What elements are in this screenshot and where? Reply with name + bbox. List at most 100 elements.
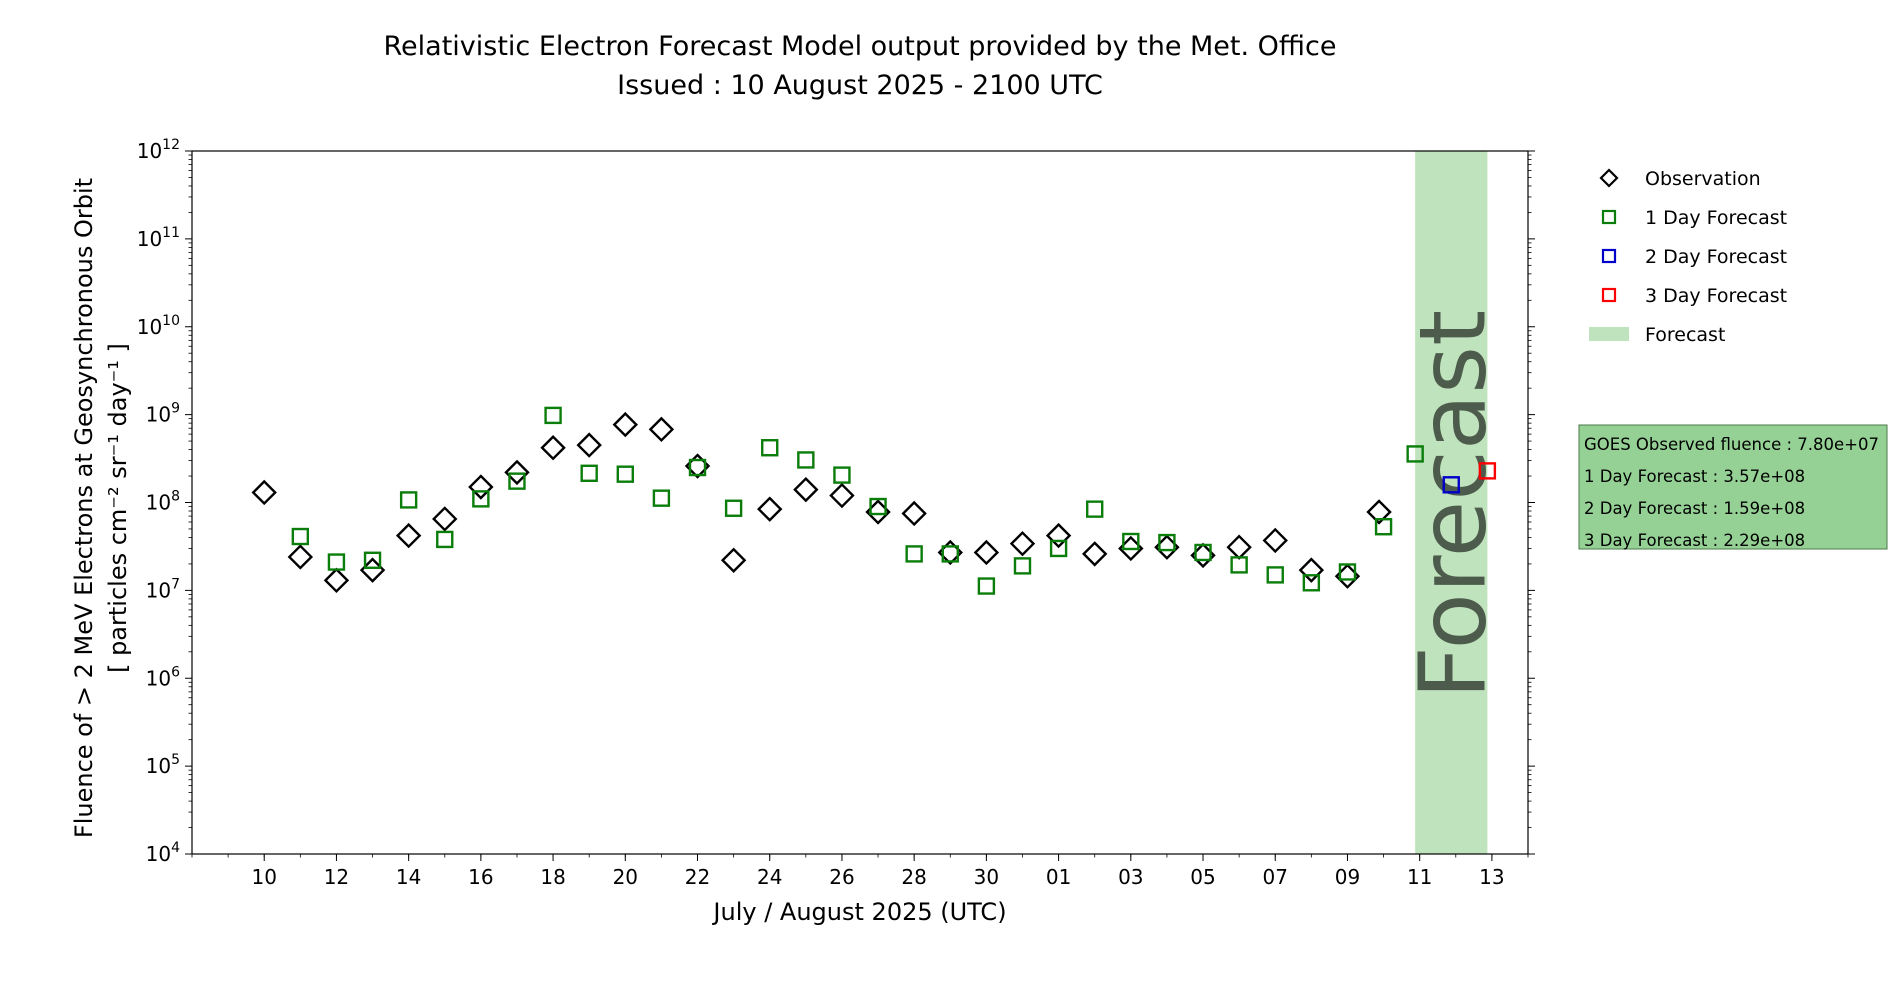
forecast-band-layer: Forecast [1399,151,1506,854]
x-tick-label: 03 [1118,865,1143,889]
data-point [1013,557,1032,575]
data-point [941,545,959,563]
chart-title: Relativistic Electron Forecast Model out… [384,31,1337,101]
data-point [1226,534,1252,560]
legend-label-4: Forecast [1645,324,1725,346]
x-axis-label: July / August 2025 (UTC) [711,898,1006,926]
legend-patch-4 [1589,327,1629,341]
legend-label-0: Observation [1645,168,1761,190]
data-point [905,545,923,563]
x-tick-label: 11 [1407,865,1432,889]
x-tick-label: 28 [901,865,926,889]
info-box-background [1578,424,1888,550]
data-point [540,435,566,461]
data-point [688,458,707,477]
data-point [1082,541,1108,567]
data-point [1374,518,1393,536]
data-point [580,464,598,482]
data-point [648,416,675,443]
data-point [291,527,310,546]
legend-marker-2 [1601,248,1617,264]
data-point [1194,543,1212,562]
data-point [1122,532,1140,551]
series-1-day-forecast [291,406,1424,595]
plot-frame [191,150,1529,855]
y-tick-label: 104 [146,840,180,866]
x-tick-label: 18 [540,865,565,889]
x-tick-label: 09 [1335,865,1360,889]
data-point [652,489,671,507]
legend-marker-0 [1599,168,1619,188]
x-tick-label: 24 [757,865,782,889]
legend-marker-3 [1601,287,1617,303]
data-point [436,530,454,549]
data-point [1302,574,1321,592]
x-tick-label: 07 [1263,865,1288,889]
data-point [504,459,530,486]
data-point [1298,557,1325,583]
data-point [576,432,602,458]
forecast-band-label: Forecast [1399,310,1506,699]
data-point [1478,462,1497,480]
data-point [1262,527,1288,554]
legend-marker-1 [1601,209,1617,225]
info-line-1: 1 Day Forecast : 3.57e+08 [1584,467,1805,486]
data-point [432,506,458,532]
y-axis-label-line-2: [ particles cm⁻² sr⁻¹ day⁻¹ ] [104,343,132,673]
info-line-0: GOES Observed fluence : 7.80e+07 [1584,435,1879,454]
legend-label-3: 3 Day Forecast [1645,285,1787,307]
y-axis-label: Fluence of > 2 MeV Electrons at Geosynch… [70,178,132,838]
series-observation [251,411,1392,594]
data-point [1049,539,1068,558]
data-point [468,474,494,500]
data-point [327,553,346,571]
data-point [1266,566,1284,584]
x-tick-label: 22 [685,865,710,889]
x-tick-label: 14 [396,865,421,889]
data-point [616,465,634,483]
x-tick-label: 30 [974,865,999,889]
legend-label-1: 1 Day Forecast [1645,207,1787,229]
data-point [797,451,815,469]
data-point [1442,476,1460,494]
data-point [973,539,1000,566]
x-tick-label: 01 [1046,865,1071,889]
y-tick-label: 106 [146,664,180,690]
data-point [1406,445,1424,463]
info-line-2: 2 Day Forecast : 1.59e+08 [1584,499,1805,518]
data-point [472,490,490,508]
legend: Observation 1 Day Forecast 2 Day Forecast 3… [1589,168,1787,346]
data-point [833,466,851,484]
data-point [323,567,350,594]
data-point [720,547,747,573]
data-point [977,577,996,595]
series-3-day-forecast [1478,462,1497,480]
data-point [399,491,418,509]
x-tick-label: 26 [829,865,854,889]
data-point [395,522,422,549]
y-tick-label: 1011 [137,225,180,251]
y-tick-label: 1012 [137,137,180,163]
data-point [869,497,887,516]
x-tick-label: 20 [613,865,638,889]
y-tick-label: 105 [146,752,180,778]
data-point [829,482,855,509]
data-point [544,406,562,425]
data-point [1158,533,1176,552]
data-markers [251,406,1497,595]
axes: 10 12 14 16 18 20 22 24 26 28 30 01 03 05 07 09 11 131041… [137,137,1535,889]
data-point [251,479,277,506]
legend-label-2: 2 Day Forecast [1645,246,1787,268]
title-line-2: Issued : 10 August 2025 - 2100 UTC [617,70,1103,101]
data-point [1338,563,1357,581]
data-point [612,411,638,438]
data-point [1366,499,1392,525]
data-point [724,499,743,517]
data-point [1045,522,1072,549]
x-tick-label: 10 [251,865,276,889]
title-line-1: Relativistic Electron Forecast Model out… [384,31,1337,62]
data-point [508,472,526,490]
data-point [757,496,783,522]
